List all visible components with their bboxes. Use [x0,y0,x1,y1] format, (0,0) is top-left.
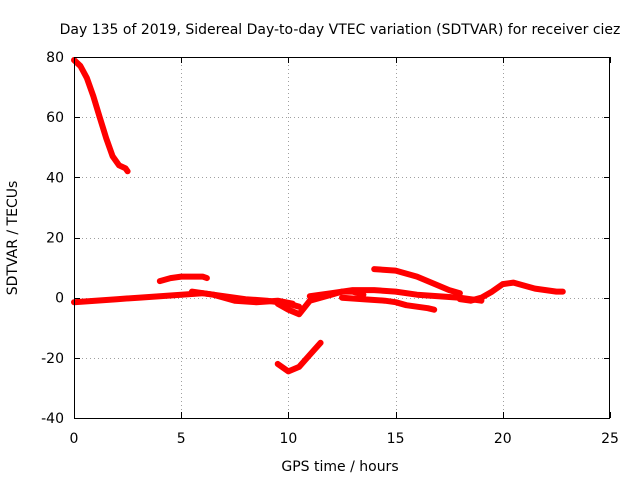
chart-title: Day 135 of 2019, Sidereal Day-to-day VTE… [60,22,621,38]
series-arc-8 [339,294,438,313]
y-tick-label: 0 [55,291,64,307]
y-axis-label: SDTVAR / TECUs [5,181,21,296]
series-arc-7 [306,287,485,304]
x-tick-label: 5 [177,431,186,447]
series-arc-9 [371,266,463,297]
axis-ticks: 0 5 10 15 20 25 -40 -20 0 20 40 60 80 [41,50,619,447]
x-tick-label: 0 [70,431,79,447]
x-tick-label: 15 [387,431,405,447]
y-tick-label: -40 [41,411,64,427]
series-arc-1 [71,57,131,175]
y-tick-label: 80 [46,50,64,66]
series-arc-5 [274,339,324,375]
x-tick-label: 25 [601,431,619,447]
series-arc-10 [456,279,566,304]
series-arc-4 [188,288,296,307]
y-tick-label: 20 [46,231,64,247]
x-tick-label: 10 [279,431,297,447]
data-series [71,57,566,375]
y-tick-label: 60 [46,110,64,126]
x-tick-label: 20 [494,431,512,447]
series-arc-3 [156,273,210,285]
y-tick-label: 40 [46,170,64,186]
x-axis-label: GPS time / hours [281,459,398,475]
y-tick-label: -20 [41,351,64,367]
grid-lines [74,57,610,418]
